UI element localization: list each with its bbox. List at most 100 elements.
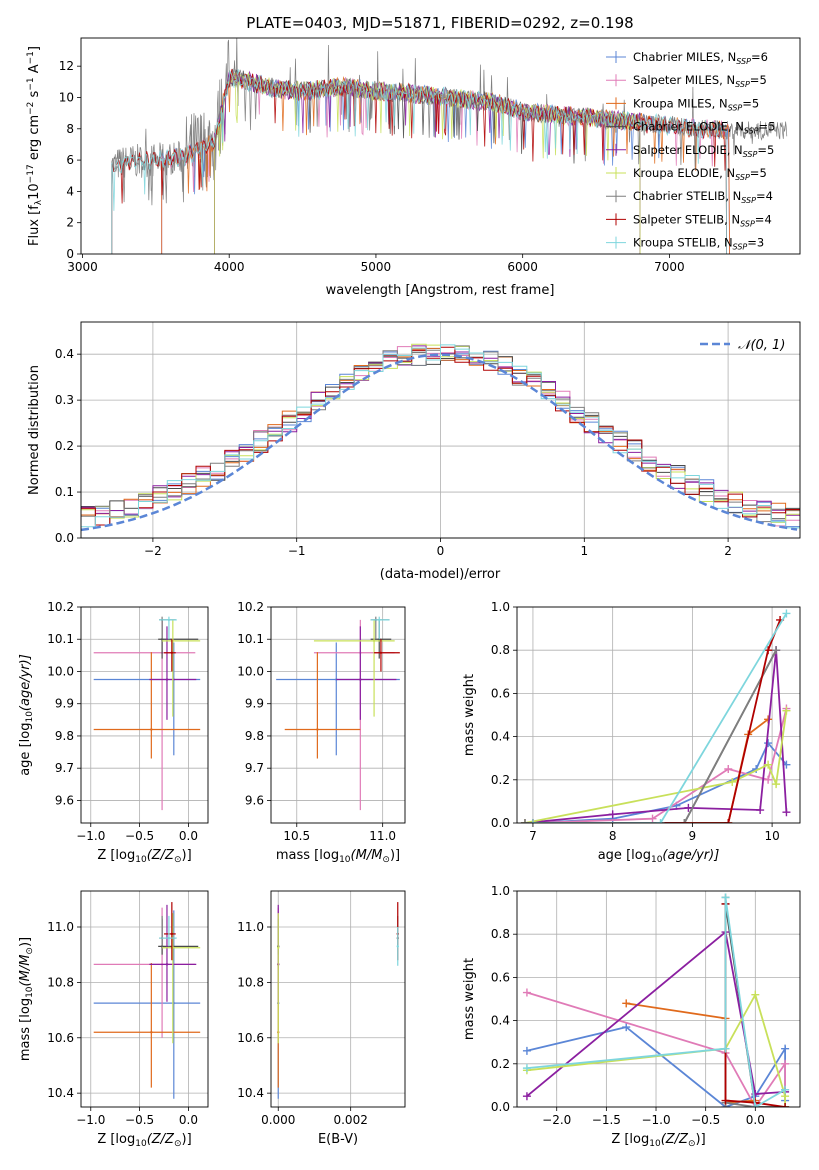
weight-line [525,649,777,823]
weight-marker [522,988,531,997]
model-spectrum [111,69,727,254]
axes-frame [80,37,801,255]
plot-area [277,902,399,1099]
x-tick-label: −2 [144,544,162,558]
x-axis-label: Z [log10(Z/Z⊙)] [97,1132,191,1149]
x-axis-label: (data-model)/error [380,567,501,582]
plot-area [93,616,201,811]
y-tick-label: 9.9 [245,697,264,711]
weight-marker [764,775,773,784]
axes-frame [270,606,406,824]
legend-entry: Chabrier MILES, NSSP=6 [633,50,768,66]
plot-spectrum: 3000 4000 5000 6000 7000 0 2 4 6 8 10 12 Chabrier MI… [59,37,801,274]
weight-marker [522,1046,531,1055]
y-axis-label: Flux [fλ10−17 erg cm−2 s−1 A−1] [26,46,44,246]
weight-marker [781,1044,790,1053]
x-tick-label: 0.0 [179,1113,198,1127]
weight-marker [721,1044,730,1053]
gaussian-curve [81,353,798,532]
weight-marker [680,819,689,823]
legend-entry: 𝒩(0, 1) [738,338,785,353]
y-tick-label: 0.4 [491,1014,510,1028]
weight-marker [608,810,617,819]
legend-entry: Salpeter MILES, NSSP=5 [633,73,767,89]
y-tick-label: 9.9 [55,697,74,711]
weight-line [526,930,786,1097]
y-tick-label: 0.2 [55,439,74,453]
legend-entry: Salpeter ELODIE, NSSP=5 [633,143,774,159]
y-tick-label: 9.7 [245,761,264,775]
y-tick-label: 10.0 [47,664,74,678]
plot-area [111,38,788,254]
data-point [167,936,171,940]
axes-frame [516,606,801,824]
legend: Chabrier MILES, NSSP=6 Salpeter MILES, NS… [606,50,775,252]
y-tick-label: 9.6 [245,793,264,807]
y-tick-label: 10 [59,90,74,104]
x-tick-label: 3000 [67,260,98,274]
data-point [150,1031,153,1034]
plot-mass_vs_Z: −1.0 −0.5 0.0 10.4 10.6 10.8 11.0 [47,890,209,1127]
weight-marker [781,1059,790,1068]
x-tick-label: 0.000 [261,1113,295,1127]
plot-age_vs_Z: −1.0 −0.5 0.0 9.6 9.7 9.8 9.9 10.0 10.1 10.2 [47,600,209,843]
data-point [165,963,169,966]
x-tick-label: 11.0 [369,829,396,843]
x-tick-label: −1.0 [641,1113,670,1127]
axes-frame [270,890,406,1108]
y-axis-label: Normed distribution [27,365,42,495]
y-tick-label: 0.1 [55,485,74,499]
axes-frame [80,890,209,1108]
y-tick-label: 12 [59,59,74,73]
y-tick-label: 10.0 [237,664,264,678]
x-tick-label: 0.0 [179,829,198,843]
weight-marker [781,1103,790,1107]
plot-area [81,343,800,532]
weight-line [526,991,786,1107]
weight-marker [522,1092,531,1101]
x-tick-label: 10.5 [283,829,310,843]
plot-residuals: −2 −1 0 1 2 0.0 0.1 0.2 0.3 0.4 𝒩(0, 1) [55,321,801,558]
x-axis-label: E(B-V) [318,1132,358,1147]
y-tick-label: 0 [66,247,74,261]
x-axis-label: mass [log10(M/M⊙)] [276,848,400,865]
y-tick-label: 10.8 [47,975,74,989]
y-tick-label: 0.0 [491,1100,510,1114]
y-axis-label: age [log10(age/yr)] [18,654,35,776]
weight-marker [764,760,773,769]
y-tick-label: 10.6 [237,1031,264,1045]
data-point [316,728,319,731]
weight-marker [724,765,733,773]
residual-histogram [81,344,800,529]
weight-marker [528,819,537,823]
y-tick-label: 0.4 [491,730,510,744]
y-tick-label: 10.6 [47,1031,74,1045]
weight-line [524,710,788,823]
weight-marker [772,780,781,789]
y-tick-label: 2 [66,216,74,230]
weight-marker [684,803,693,812]
y-tick-label: 9.8 [55,729,74,743]
weight-line [532,741,788,823]
y-axis-label: mass weight [462,674,477,756]
weight-marker [756,806,765,815]
plot-weight_vs_Z: −2.0 −1.5 −1.0 −0.5 0.0 0.0 0.2 0.4 0.6 0.8 1.0 [491,884,801,1127]
y-tick-label: 0.6 [491,686,510,700]
x-tick-label: −1.0 [76,829,105,843]
legend-entry: Salpeter STELIB, NSSP=4 [633,212,772,228]
y-tick-label: 9.6 [55,793,74,807]
weight-line [532,613,788,823]
y-tick-label: 10.2 [47,600,74,614]
y-axis-label: mass weight [462,958,477,1040]
weight-marker [520,819,529,823]
y-tick-label: 1.0 [491,600,510,614]
y-tick-label: 0.2 [491,1057,510,1071]
y-tick-label: 10.4 [47,1086,74,1100]
y-tick-label: 1.0 [491,884,510,898]
y-tick-label: 0.6 [491,970,510,984]
y-tick-label: 9.7 [55,761,74,775]
weight-marker [522,1064,531,1073]
y-tick-label: 9.8 [245,729,264,743]
weight-marker [782,609,791,618]
weight-marker [751,990,760,999]
